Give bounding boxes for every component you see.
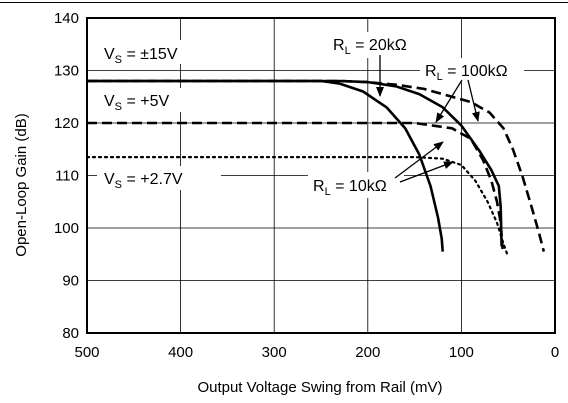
vs-15-main: V [104, 46, 115, 63]
annotation-rl-10k: RL = 10kΩ [308, 172, 404, 198]
vs-27-sub: S [115, 179, 122, 191]
series-line [87, 121, 504, 250]
y-tick-label: 110 [55, 168, 79, 185]
y-tick-label: 90 [62, 273, 79, 290]
annotation-vs-15v: VS = ±15V [97, 40, 209, 66]
x-tick-label: 300 [262, 344, 287, 361]
y-tick-label: 130 [54, 63, 79, 80]
rl-100k-sub: L [437, 71, 443, 83]
rl-20k-main: R [333, 37, 345, 54]
y-axis-title: Open-Loop Gain (dB) [13, 113, 30, 256]
series-line [85, 156, 510, 258]
vs-5-sub: S [115, 101, 122, 113]
arrow-rl-10k-a [394, 141, 444, 179]
vs-5-main: V [104, 93, 115, 110]
arrow-rl-100k-a [435, 79, 463, 123]
x-axis-title: Output Voltage Swing from Rail (mV) [197, 379, 442, 396]
rl-10k-tail: = 10kΩ [331, 178, 387, 195]
y-tick-label: 120 [54, 115, 79, 132]
svg-text:VS = ±15V: VS = ±15V [104, 46, 178, 66]
annotation-rl-20k: RL = 20kΩ [327, 32, 423, 58]
svg-text:VS = +5V: VS = +5V [104, 93, 169, 113]
x-tick-label: 400 [168, 344, 193, 361]
rl-10k-main: R [313, 178, 325, 195]
svg-text:VS = +2.7V: VS = +2.7V [104, 171, 183, 191]
x-tick-label: 200 [355, 344, 380, 361]
x-tick-label: 500 [74, 344, 99, 361]
svg-text:RL = 20kΩ: RL = 20kΩ [333, 37, 407, 57]
vs-27-tail: = +2.7V [122, 171, 183, 188]
rl-10k-sub: L [325, 186, 331, 198]
vs-27-main: V [104, 171, 115, 188]
x-tick-label: 0 [551, 344, 559, 361]
annotation-vs-5v: VS = +5V [97, 88, 197, 113]
series-line [87, 79, 444, 252]
y-tick-label: 100 [54, 220, 79, 237]
svg-text:RL = 10kΩ: RL = 10kΩ [313, 178, 387, 198]
plot-frame [86, 17, 556, 334]
rl-20k-tail: = 20kΩ [351, 37, 407, 54]
series-layer [85, 79, 546, 258]
annotation-vs-2-7v: VS = +2.7V [97, 166, 221, 191]
tick-labels: 500 400 300 200 100 0 80 90 100 110 120 130 140 [54, 10, 559, 361]
annotation-rl-100k: RL = 100kΩ [420, 58, 524, 83]
y-tick-label: 80 [62, 325, 79, 342]
series-line [87, 79, 546, 252]
svg-text:RL = 100kΩ: RL = 100kΩ [425, 63, 508, 83]
vs-5-tail: = +5V [122, 93, 169, 110]
arrow-rl-100k-b [467, 79, 480, 122]
vs-15-sub: S [115, 54, 122, 66]
vs-15-tail: = ±15V [122, 46, 178, 63]
rl-100k-main: R [425, 63, 437, 80]
rl-100k-tail: = 100kΩ [443, 63, 508, 80]
y-tick-label: 140 [54, 10, 79, 27]
rl-20k-sub: L [345, 45, 351, 57]
arrow-rl-10k-b [399, 161, 454, 183]
x-tick-label: 100 [449, 344, 474, 361]
top-rule-line [0, 2, 568, 3]
